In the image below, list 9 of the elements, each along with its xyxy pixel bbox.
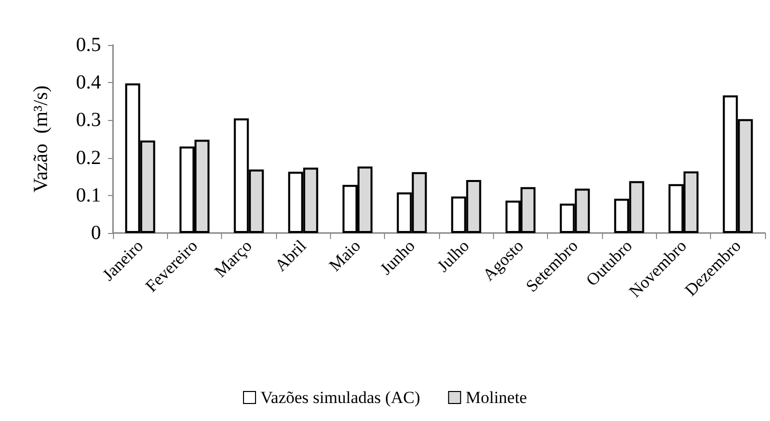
y-tick-label: 0.1 [76,184,101,206]
legend-label: Molinete [466,388,527,407]
y-tick-label: 0.2 [76,146,101,169]
y-tick-label: 0 [91,222,101,244]
y-tick-label: 0.3 [76,109,101,132]
y-tick-label: 0.4 [76,72,101,94]
y-axis-title: Vazão (m³/s) [30,85,52,193]
legend-label: Vazões simuladas (AC) [260,388,420,407]
y-tick-label: 0.5 [76,34,101,56]
